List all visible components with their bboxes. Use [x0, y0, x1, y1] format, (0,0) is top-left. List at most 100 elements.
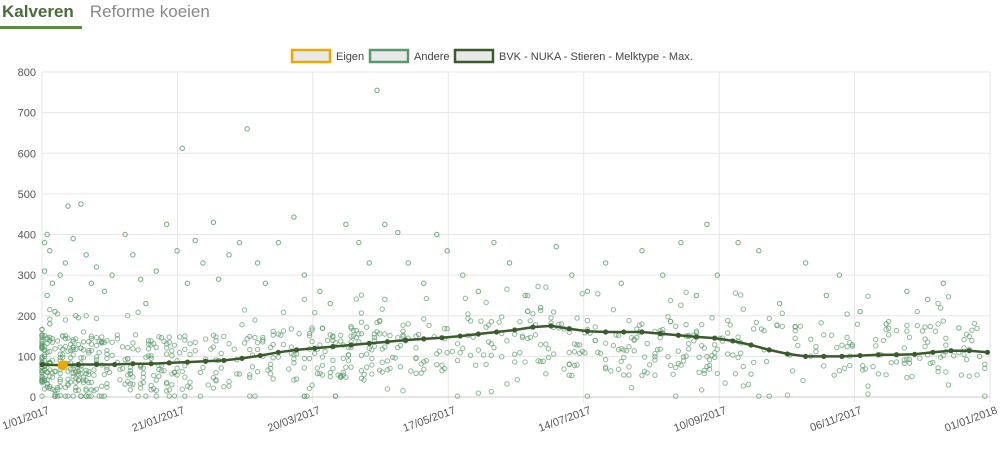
- andere-point: [818, 320, 824, 326]
- legend-item[interactable]: Andere: [368, 48, 449, 64]
- andere-point: [109, 352, 115, 359]
- andere-point: [340, 372, 346, 378]
- andere-point: [260, 337, 266, 343]
- bvk-point: [493, 329, 500, 335]
- andere-point: [91, 367, 97, 373]
- andere-point: [392, 355, 398, 361]
- andere-point: [823, 292, 830, 299]
- andere-point: [39, 378, 45, 385]
- andere-point: [101, 371, 108, 378]
- bvk-point: [675, 332, 681, 338]
- bvk-point: [221, 357, 227, 364]
- andere-point: [623, 348, 630, 354]
- andere-point: [70, 235, 76, 242]
- andere-point: [247, 393, 253, 399]
- andere-point: [104, 355, 110, 362]
- andere-point: [608, 368, 614, 374]
- bvk-point: [166, 360, 172, 366]
- andere-point: [499, 314, 505, 320]
- andere-point: [709, 315, 715, 321]
- andere-point: [397, 342, 404, 349]
- andere-point: [491, 344, 497, 351]
- andere-point: [750, 326, 757, 332]
- andere-point: [740, 363, 746, 370]
- andere-point: [906, 356, 913, 363]
- andere-point: [39, 370, 45, 376]
- andere-point: [491, 239, 497, 246]
- andere-point: [400, 387, 406, 394]
- andere-point: [841, 365, 848, 372]
- andere-point: [766, 315, 772, 322]
- andere-point: [384, 358, 391, 364]
- bvk-point: [766, 347, 772, 353]
- andere-point: [137, 276, 144, 282]
- andere-point: [512, 359, 518, 365]
- andere-point: [958, 372, 965, 378]
- andere-point: [862, 366, 869, 372]
- andere-point: [309, 382, 315, 388]
- andere-point: [522, 292, 528, 299]
- andere-point: [615, 346, 622, 353]
- andere-point: [701, 345, 708, 351]
- andere-point: [169, 371, 175, 377]
- andere-point: [597, 350, 604, 356]
- andere-point: [652, 372, 658, 378]
- chart-legend[interactable]: Eigen Andere BVK - NUKA - Stieren - Melkty…: [290, 48, 693, 64]
- andere-point: [683, 353, 689, 359]
- andere-point: [631, 348, 637, 354]
- andere-point: [436, 348, 443, 354]
- andere-point: [374, 329, 380, 335]
- legend-item[interactable]: BVK - NUKA - Stieren - Melktype - Max.: [453, 48, 693, 64]
- andere-point: [306, 385, 313, 392]
- tab-reforme-koeien[interactable]: Reforme koeien: [89, 2, 210, 21]
- andere-point: [54, 338, 61, 344]
- andere-point: [293, 376, 300, 382]
- legend-item[interactable]: Eigen: [290, 48, 364, 64]
- andere-point: [319, 362, 326, 369]
- andere-point: [714, 346, 720, 352]
- andere-point: [67, 366, 74, 372]
- andere-point: [88, 393, 95, 399]
- andere-point: [192, 339, 198, 346]
- andere-point: [512, 331, 518, 337]
- andere-point: [756, 393, 762, 399]
- andere-point: [252, 317, 258, 323]
- bvk-point: [730, 338, 736, 344]
- andere-point: [795, 342, 801, 349]
- andere-point: [236, 371, 243, 377]
- andere-point: [247, 333, 253, 340]
- andere-point: [940, 280, 946, 286]
- y-axis-ticks: 0 100 200 300 400 500 600 700 800: [18, 67, 36, 404]
- bvk-point: [875, 352, 881, 358]
- andere-point: [844, 334, 850, 341]
- andere-point: [366, 260, 372, 266]
- andere-point: [83, 367, 89, 374]
- andere-point: [667, 362, 674, 369]
- andere-point: [260, 334, 266, 341]
- andere-point: [792, 335, 798, 342]
- andere-point: [969, 337, 975, 344]
- andere-point: [569, 372, 575, 379]
- andere-point: [327, 369, 333, 376]
- andere-point: [254, 339, 261, 346]
- andere-point: [291, 351, 297, 358]
- andere-point: [847, 362, 853, 369]
- andere-point: [839, 342, 845, 348]
- tab-kalveren[interactable]: Kalveren: [0, 0, 82, 29]
- andere-point: [49, 280, 56, 286]
- andere-point: [213, 334, 219, 340]
- andere-point: [753, 319, 759, 326]
- andere-point: [301, 272, 308, 278]
- andere-point: [621, 372, 627, 378]
- andere-point: [122, 231, 128, 238]
- andere-point: [169, 352, 175, 359]
- y-tick-label: 600: [18, 148, 36, 160]
- andere-point: [919, 328, 926, 334]
- x-axis-ticks: 1/01/2017 21/01/2017 20/03/2017 17/05/2017 1…: [1, 405, 999, 435]
- bvk-point: [966, 348, 972, 354]
- andere-point: [678, 239, 684, 246]
- andere-point: [745, 381, 752, 388]
- andere-point: [439, 367, 445, 374]
- legend-swatch: [290, 48, 332, 64]
- andere-point: [740, 306, 746, 312]
